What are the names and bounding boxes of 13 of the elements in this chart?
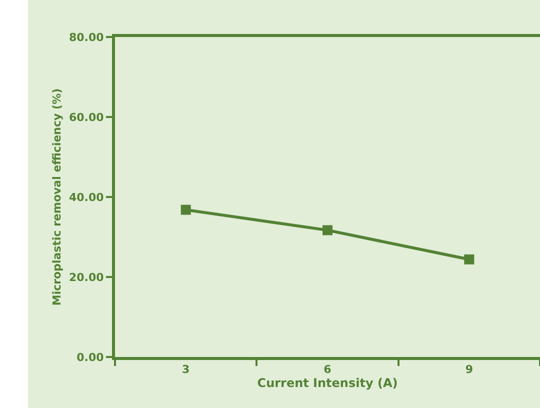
x-axis-title: Current Intensity (A) (257, 376, 398, 390)
x-tick-label: 3 (182, 363, 190, 376)
y-tick-label: 60.00 (69, 110, 104, 124)
y-tick-label: 40.00 (69, 190, 104, 204)
point (180, 204, 191, 215)
y-tick-label: 20.00 (69, 270, 104, 284)
y-tick-label: 0.00 (76, 350, 104, 364)
y-tick-label: 80.00 (69, 30, 104, 44)
x-tick-label: 6 (324, 363, 332, 376)
point (322, 225, 332, 236)
point (464, 254, 474, 264)
y-axis-title: Microplastic removal efficiency (%) (50, 88, 64, 306)
x-tick-label: 9 (465, 363, 473, 376)
